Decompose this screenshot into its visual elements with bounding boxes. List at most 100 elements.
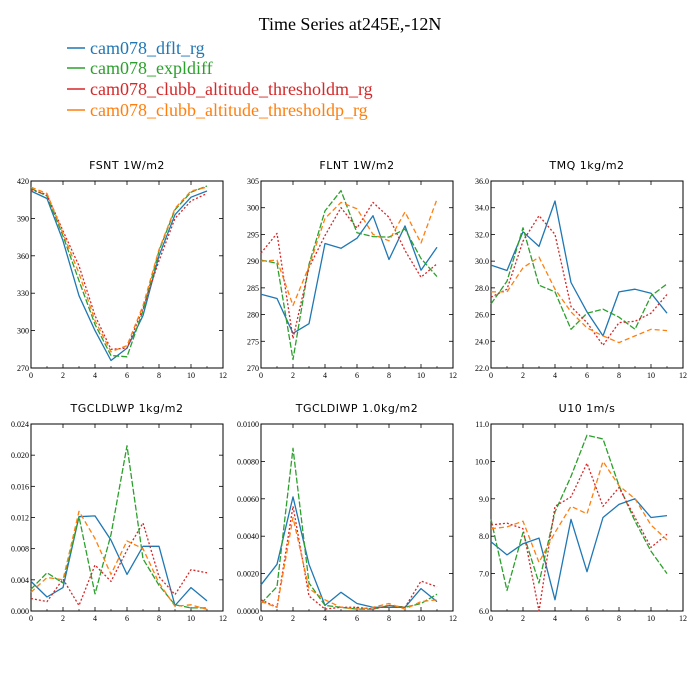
series-line-tgcldiwp-1 [260,496,438,608]
series-line-flnt-2 [260,189,438,361]
ytick-label: 34.0 [475,204,489,213]
series-line-tgcldlwp-3 [30,522,208,607]
ytick-label: 0.012 [11,514,29,523]
panel-fsnt: FSNT 1W/m2 0 2 4 6 8 10 12 270 300 330 360 390 420 [17,159,227,380]
ytick-label: 22.0 [475,364,489,373]
ytick-label: 290 [247,257,259,266]
ytick-label: 280 [247,311,259,320]
ytick-label: 0.0060 [237,495,259,504]
xtick-label: 10 [647,614,655,623]
xtick-label: 10 [417,371,425,380]
xtick-label: 6 [585,614,589,623]
xtick-label: 6 [355,371,359,380]
ytick-label: 305 [247,177,259,186]
ytick-label: 28.0 [475,284,489,293]
ytick-label: 0.024 [11,420,29,429]
ytick-label: 10.0 [475,457,489,466]
xtick-label: 0 [489,371,493,380]
plot-frame-flnt [260,180,454,369]
ytick-label: 300 [247,204,259,213]
series-line-flnt-4 [260,198,438,307]
xtick-label: 12 [679,614,687,623]
xtick-label: 12 [449,371,457,380]
panels: FSNT 1W/m20 2 4 6 8 10 12270300330360390420FLN… [11,159,687,623]
series-line-fsnt-1 [30,190,208,362]
figure-title: Time Series at245E,-12N [259,14,442,34]
series-line-flnt-3 [260,201,438,340]
ytick-label: 0.0100 [237,420,259,429]
ytick-label: 24.0 [475,337,489,346]
series-line-tmq-2 [490,227,668,330]
xtick-label: 6 [125,371,129,380]
ytick-label: 11.0 [475,420,489,429]
ytick-label: 300 [17,327,29,336]
xtick-label: 8 [617,614,621,623]
xtick-label: 0 [259,614,263,623]
ytick-label: 360 [17,252,29,261]
xtick-label: 12 [219,614,227,623]
series-line-fsnt-4 [30,186,208,353]
plot-frame-tmq [490,180,684,369]
panel-flnt: FLNT 1W/m2 0 2 4 6 8 10 12 270 275 280 285 290 295 300… [247,159,457,380]
xtick-label: 6 [585,371,589,380]
series-line-fsnt-2 [30,185,208,358]
legend: cam078_dflt_rg cam078_expldiff cam078_cl… [67,38,373,120]
series-line-u10-1 [490,498,668,601]
xtick-label: 4 [553,614,557,623]
xtick-label: 10 [187,614,195,623]
series-line-u10-2 [490,434,668,592]
xtick-label: 8 [157,614,161,623]
ytick-label: 420 [17,177,29,186]
xtick-label: 0 [489,614,493,623]
series-line-tmq-4 [491,256,668,344]
ytick-label: 36.0 [475,177,489,186]
series-line-tgcldiwp-2 [260,447,438,610]
panel-title-tgcldlwp: TGCLDLWP 1kg/m2 [70,402,184,415]
ytick-label: 0.020 [11,451,29,460]
ytick-label: 295 [247,230,259,239]
xtick-label: 8 [387,614,391,623]
xtick-label: 0 [259,371,263,380]
ytick-label: 0.0000 [237,607,259,616]
plot-frame-fsnt [30,180,224,369]
xtick-label: 2 [291,614,295,623]
legend-label-expldiff: cam078_expldiff [90,58,213,78]
xtick-label: 8 [157,371,161,380]
series-line-fsnt-3 [30,189,208,350]
xtick-label: 4 [93,614,97,623]
xtick-label: 6 [355,614,359,623]
series-line-tgcldiwp-3 [260,505,438,610]
panel-title-u10: U10 1m/s [559,402,616,415]
legend-label-thresholdp: cam078_clubb_altitude_thresholdp_rg [90,100,368,120]
xtick-label: 10 [187,371,195,380]
xtick-label: 2 [291,371,295,380]
ytick-label: 0.016 [11,482,29,491]
xtick-label: 8 [617,371,621,380]
ytick-label: 0.000 [11,607,29,616]
ytick-label: 270 [247,364,259,373]
ytick-label: 270 [17,364,29,373]
ytick-label: 0.008 [11,545,29,554]
panel-u10: U10 1m/s 0 2 4 6 8 10 12 6.0 7.0 8.0 9.0 10.0 11.0 [475,402,687,623]
series-line-u10-3 [490,462,668,612]
legend-label-thresholdm: cam078_clubb_altitude_thresholdm_rg [90,79,373,99]
legend-label-dflt: cam078_dflt_rg [90,38,205,58]
xtick-label: 2 [61,371,65,380]
plot-frame-tgcldiwp [260,423,454,612]
panel-title-tmq: TMQ 1kg/m2 [548,159,624,172]
series-line-tgcldlwp-2 [30,445,207,609]
panel-tgcldlwp: TGCLDLWP 1kg/m2 0 2 4 6 8 10 12 0.000 0.004 0.008 0… [11,402,227,623]
panel-title-tgcldiwp: TGCLDIWP 1.0kg/m2 [295,402,419,415]
panel-tgcldiwp: TGCLDIWP 1.0kg/m2 0 2 4 6 8 10 12 0.0000 0.0020 0.… [237,402,457,623]
ytick-label: 6.0 [479,607,489,616]
plot-frame-tgcldlwp [30,423,224,612]
panel-title-flnt: FLNT 1W/m2 [319,159,394,172]
ytick-label: 0.0020 [237,570,259,579]
ytick-label: 0.0080 [237,457,259,466]
ytick-label: 30.0 [475,257,489,266]
xtick-label: 4 [93,371,97,380]
xtick-label: 0 [29,614,33,623]
xtick-label: 2 [521,371,525,380]
ytick-label: 26.0 [475,311,489,320]
